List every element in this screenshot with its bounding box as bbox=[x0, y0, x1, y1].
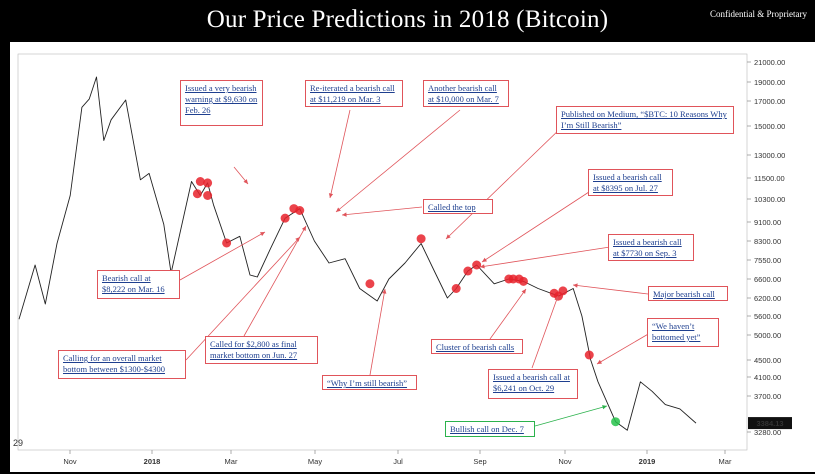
annotation-connector bbox=[445, 125, 564, 240]
y-tick-label: 15000.00 bbox=[754, 122, 785, 131]
y-tick-label: 3700.00 bbox=[754, 392, 781, 401]
y-tick-label: 6200.00 bbox=[754, 294, 781, 303]
annotation-connector bbox=[489, 288, 527, 340]
page-number: 29 bbox=[13, 438, 24, 448]
bearish-call-marker bbox=[203, 191, 213, 200]
x-tick-label: Nov bbox=[558, 457, 572, 466]
y-tick-label: 13000.00 bbox=[754, 151, 785, 160]
bearish-call-marker bbox=[463, 266, 473, 276]
x-tick-label: May bbox=[308, 457, 322, 466]
chart-panel: 21000.00 19000.00 17000.00 15000.00 13000.00… bbox=[10, 42, 815, 472]
bearish-call-marker bbox=[416, 234, 426, 244]
annotation-connector bbox=[329, 109, 351, 199]
annotation-connector bbox=[572, 284, 649, 295]
x-tick-label: Sep bbox=[473, 457, 486, 466]
bearish-call-marker bbox=[584, 350, 594, 360]
annotation-connector bbox=[531, 295, 559, 369]
price-line bbox=[18, 76, 697, 431]
arrow-head bbox=[382, 289, 387, 294]
arrow-head bbox=[260, 232, 265, 237]
annotation-jun27: Called for $2,800 as final market bottom… bbox=[205, 336, 318, 364]
plot-frame bbox=[17, 53, 748, 451]
x-tick-label: Nov bbox=[63, 457, 77, 466]
bearish-call-marker bbox=[451, 284, 461, 293]
y-tick-label: 19000.00 bbox=[754, 78, 785, 87]
annotation-major-bearish: Major bearish call bbox=[648, 286, 728, 301]
annotation-not-bottomed: “We haven’t bottomed yet” bbox=[647, 318, 719, 347]
arrow-head bbox=[295, 237, 300, 242]
y-tick-label: 5600.00 bbox=[754, 312, 781, 321]
annotation-mar3: Re-iterated a bearish call at $11,219 on… bbox=[305, 80, 403, 107]
y-tick-label: 9100.00 bbox=[754, 218, 781, 227]
y-tick-label: 11500.00 bbox=[754, 174, 785, 183]
annotation-connector bbox=[335, 109, 461, 213]
arrow-head bbox=[602, 405, 607, 410]
annotation-medium: Published on Medium, “$BTC: 10 Reasons W… bbox=[556, 106, 734, 134]
annotation-connector bbox=[481, 189, 593, 263]
annotation-mar16: Bearish call at $8,222 on Mar. 16 bbox=[97, 270, 180, 299]
annotation-cluster: Cluster of bearish calls bbox=[431, 339, 523, 354]
bearish-call-marker bbox=[195, 177, 205, 186]
price-chart: 21000.00 19000.00 17000.00 15000.00 13000.00… bbox=[17, 53, 792, 466]
bearish-call-marker bbox=[472, 260, 482, 270]
y-tick-label: 21000.00 bbox=[754, 58, 785, 67]
arrow-head bbox=[480, 264, 485, 269]
y-tick-label: 5000.00 bbox=[754, 331, 781, 340]
arrow-head bbox=[597, 359, 602, 364]
y-tick-label: 17000.00 bbox=[754, 97, 785, 106]
annotation-connector bbox=[534, 405, 608, 427]
y-tick-label: 7550.00 bbox=[754, 256, 781, 265]
arrow-head bbox=[482, 257, 487, 262]
annotation-called-top: Called the top bbox=[423, 199, 493, 214]
bearish-call-marker bbox=[295, 206, 305, 215]
bearish-call-marker bbox=[558, 286, 568, 296]
page-title: Our Price Predictions in 2018 (Bitcoin) bbox=[206, 6, 609, 33]
arrow-head bbox=[336, 207, 341, 212]
y-tick-label: 8300.00 bbox=[754, 237, 781, 246]
y-tick-label: 6600.00 bbox=[754, 275, 781, 284]
annotation-connector bbox=[369, 288, 386, 376]
annotation-still-bearish: “Why I’m still bearish” bbox=[322, 375, 417, 390]
x-tick-label: 2019 bbox=[639, 457, 656, 466]
bearish-call-marker bbox=[203, 178, 213, 188]
arrow-head bbox=[342, 212, 347, 217]
x-tick-label: Mar bbox=[225, 457, 238, 466]
arrow-head bbox=[301, 226, 306, 231]
y-tick-label: 3280.00 bbox=[754, 428, 781, 437]
x-tick-label: Jul bbox=[393, 457, 403, 466]
annotation-dec7: Bullish call on Dec. 7 bbox=[445, 421, 535, 437]
annotation-oct29: Issued a bearish call at $6,241 on Oct. … bbox=[488, 369, 578, 399]
y-tick-label: 4100.00 bbox=[754, 373, 781, 382]
annotation-connector bbox=[179, 231, 266, 281]
bearish-call-marker bbox=[192, 189, 202, 199]
bearish-call-marker bbox=[518, 276, 528, 286]
annotation-connector bbox=[243, 225, 307, 337]
annotation-jul27: Issued a bearish call at $8395 on Jul. 2… bbox=[588, 169, 673, 196]
arrow-head bbox=[446, 234, 451, 239]
bearish-call-marker bbox=[222, 238, 232, 248]
arrow-head bbox=[328, 193, 334, 198]
annotation-market-bottom: Calling for an overall market bottom bet… bbox=[58, 350, 186, 379]
bearish-call-marker bbox=[280, 213, 290, 223]
bullish-call-marker bbox=[611, 417, 621, 427]
annotation-sep3: Issued a bearish call at $7730 on Sep. 3 bbox=[608, 234, 694, 261]
y-tick-label: 4500.00 bbox=[754, 356, 781, 365]
annotation-mar7: Another bearish call at $10,000 on Mar. … bbox=[423, 80, 509, 107]
arrow-head bbox=[243, 179, 248, 184]
annotation-connector bbox=[596, 332, 651, 365]
annotation-connector bbox=[341, 206, 423, 216]
x-tick-label: Mar bbox=[719, 457, 732, 466]
annotation-connector bbox=[479, 246, 611, 268]
bearish-call-marker bbox=[365, 279, 375, 289]
arrow-head bbox=[554, 296, 559, 301]
arrow-head bbox=[573, 283, 578, 288]
last-price-label: 3384.13 bbox=[756, 419, 783, 428]
arrow-head bbox=[521, 289, 526, 294]
x-tick-label: 2018 bbox=[144, 457, 161, 466]
annotation-feb26: Issued a very bearish warning at $9,630 … bbox=[180, 80, 263, 126]
y-tick-label: 10300.00 bbox=[754, 195, 785, 204]
confidential-label: Confidential & Proprietary bbox=[710, 9, 807, 19]
last-price-box bbox=[748, 417, 792, 430]
